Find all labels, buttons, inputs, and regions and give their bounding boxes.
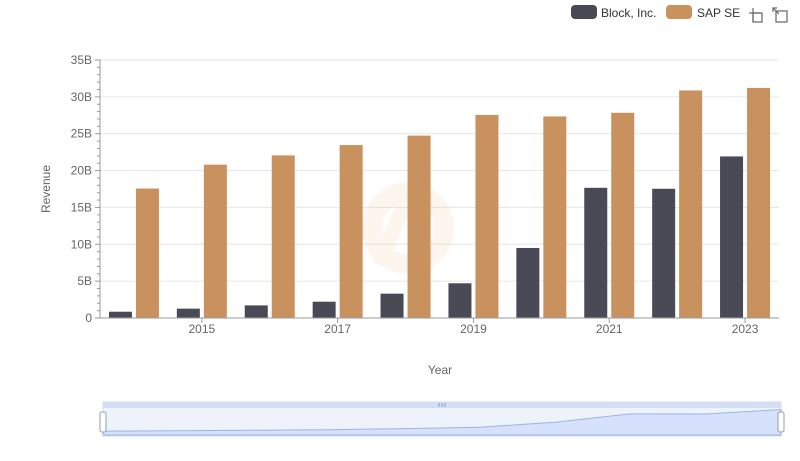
x-tick-label: 2019 — [460, 322, 487, 336]
bar-sap-2022[interactable] — [679, 90, 703, 318]
data-zoom-navigator[interactable] — [99, 401, 785, 437]
y-axis-ticks: 0 5B 10B 15B 20B 25B 30B 35B — [71, 53, 93, 325]
grip-icon[interactable] — [438, 403, 446, 407]
y-tick-label: 20B — [71, 164, 92, 178]
axes — [95, 59, 779, 319]
bar-block-2015[interactable] — [176, 308, 200, 318]
x-axis-ticks: 2015 2017 2019 2021 2023 — [188, 318, 759, 336]
bar-block-2023[interactable] — [720, 156, 744, 318]
bar-sap-2014[interactable] — [135, 188, 159, 318]
bar-sap-2015[interactable] — [203, 164, 227, 318]
bar-block-2018[interactable] — [380, 293, 404, 318]
bar-block-2021[interactable] — [584, 187, 608, 318]
y-tick-label: 25B — [71, 127, 92, 141]
reset-zoom-icon[interactable] — [772, 7, 788, 23]
bar-sap-2019[interactable] — [475, 114, 499, 318]
x-tick-label: 2021 — [596, 322, 623, 336]
bar-block-2022[interactable] — [652, 188, 676, 318]
navigator-area — [102, 408, 782, 436]
y-tick-label: 10B — [71, 237, 92, 251]
bar-sap-2020[interactable] — [543, 116, 567, 318]
legend-label-block[interactable]: Block, Inc. — [601, 6, 656, 20]
bar-block-2014[interactable] — [108, 311, 132, 318]
y-axis-title: Revenue — [39, 165, 53, 213]
navigator-right-handle[interactable] — [777, 411, 785, 433]
bar-sap-2016[interactable] — [271, 155, 295, 318]
bar-sap-2021[interactable] — [611, 112, 635, 319]
bar-block-2020[interactable] — [516, 247, 540, 318]
bar-block-2019[interactable] — [448, 283, 472, 318]
y-tick-label: 35B — [71, 53, 92, 67]
y-tick-label: 5B — [77, 274, 92, 288]
legend-swatch-block[interactable] — [571, 5, 597, 19]
x-axis-title: Year — [428, 363, 452, 377]
y-tick-label: 30B — [71, 90, 92, 104]
bar-sap-2017[interactable] — [339, 145, 363, 318]
bar-block-2016[interactable] — [244, 305, 268, 318]
legend-swatch-sap[interactable] — [666, 5, 692, 19]
x-tick-label: 2023 — [732, 322, 759, 336]
bar-sap-2023[interactable] — [747, 87, 771, 318]
bar-sap-2018[interactable] — [407, 135, 431, 318]
zoom-icon[interactable] — [749, 8, 763, 23]
y-tick-label: 0 — [85, 311, 92, 325]
navigator-left-handle[interactable] — [99, 411, 107, 433]
y-tick-label: 15B — [71, 200, 92, 214]
x-tick-label: 2017 — [324, 322, 351, 336]
bar-block-2017[interactable] — [312, 301, 336, 318]
legend-label-sap[interactable]: SAP SE — [697, 6, 740, 20]
bars — [108, 87, 771, 319]
legend[interactable]: Block, Inc. SAP SE — [571, 5, 740, 20]
x-tick-label: 2015 — [188, 322, 215, 336]
